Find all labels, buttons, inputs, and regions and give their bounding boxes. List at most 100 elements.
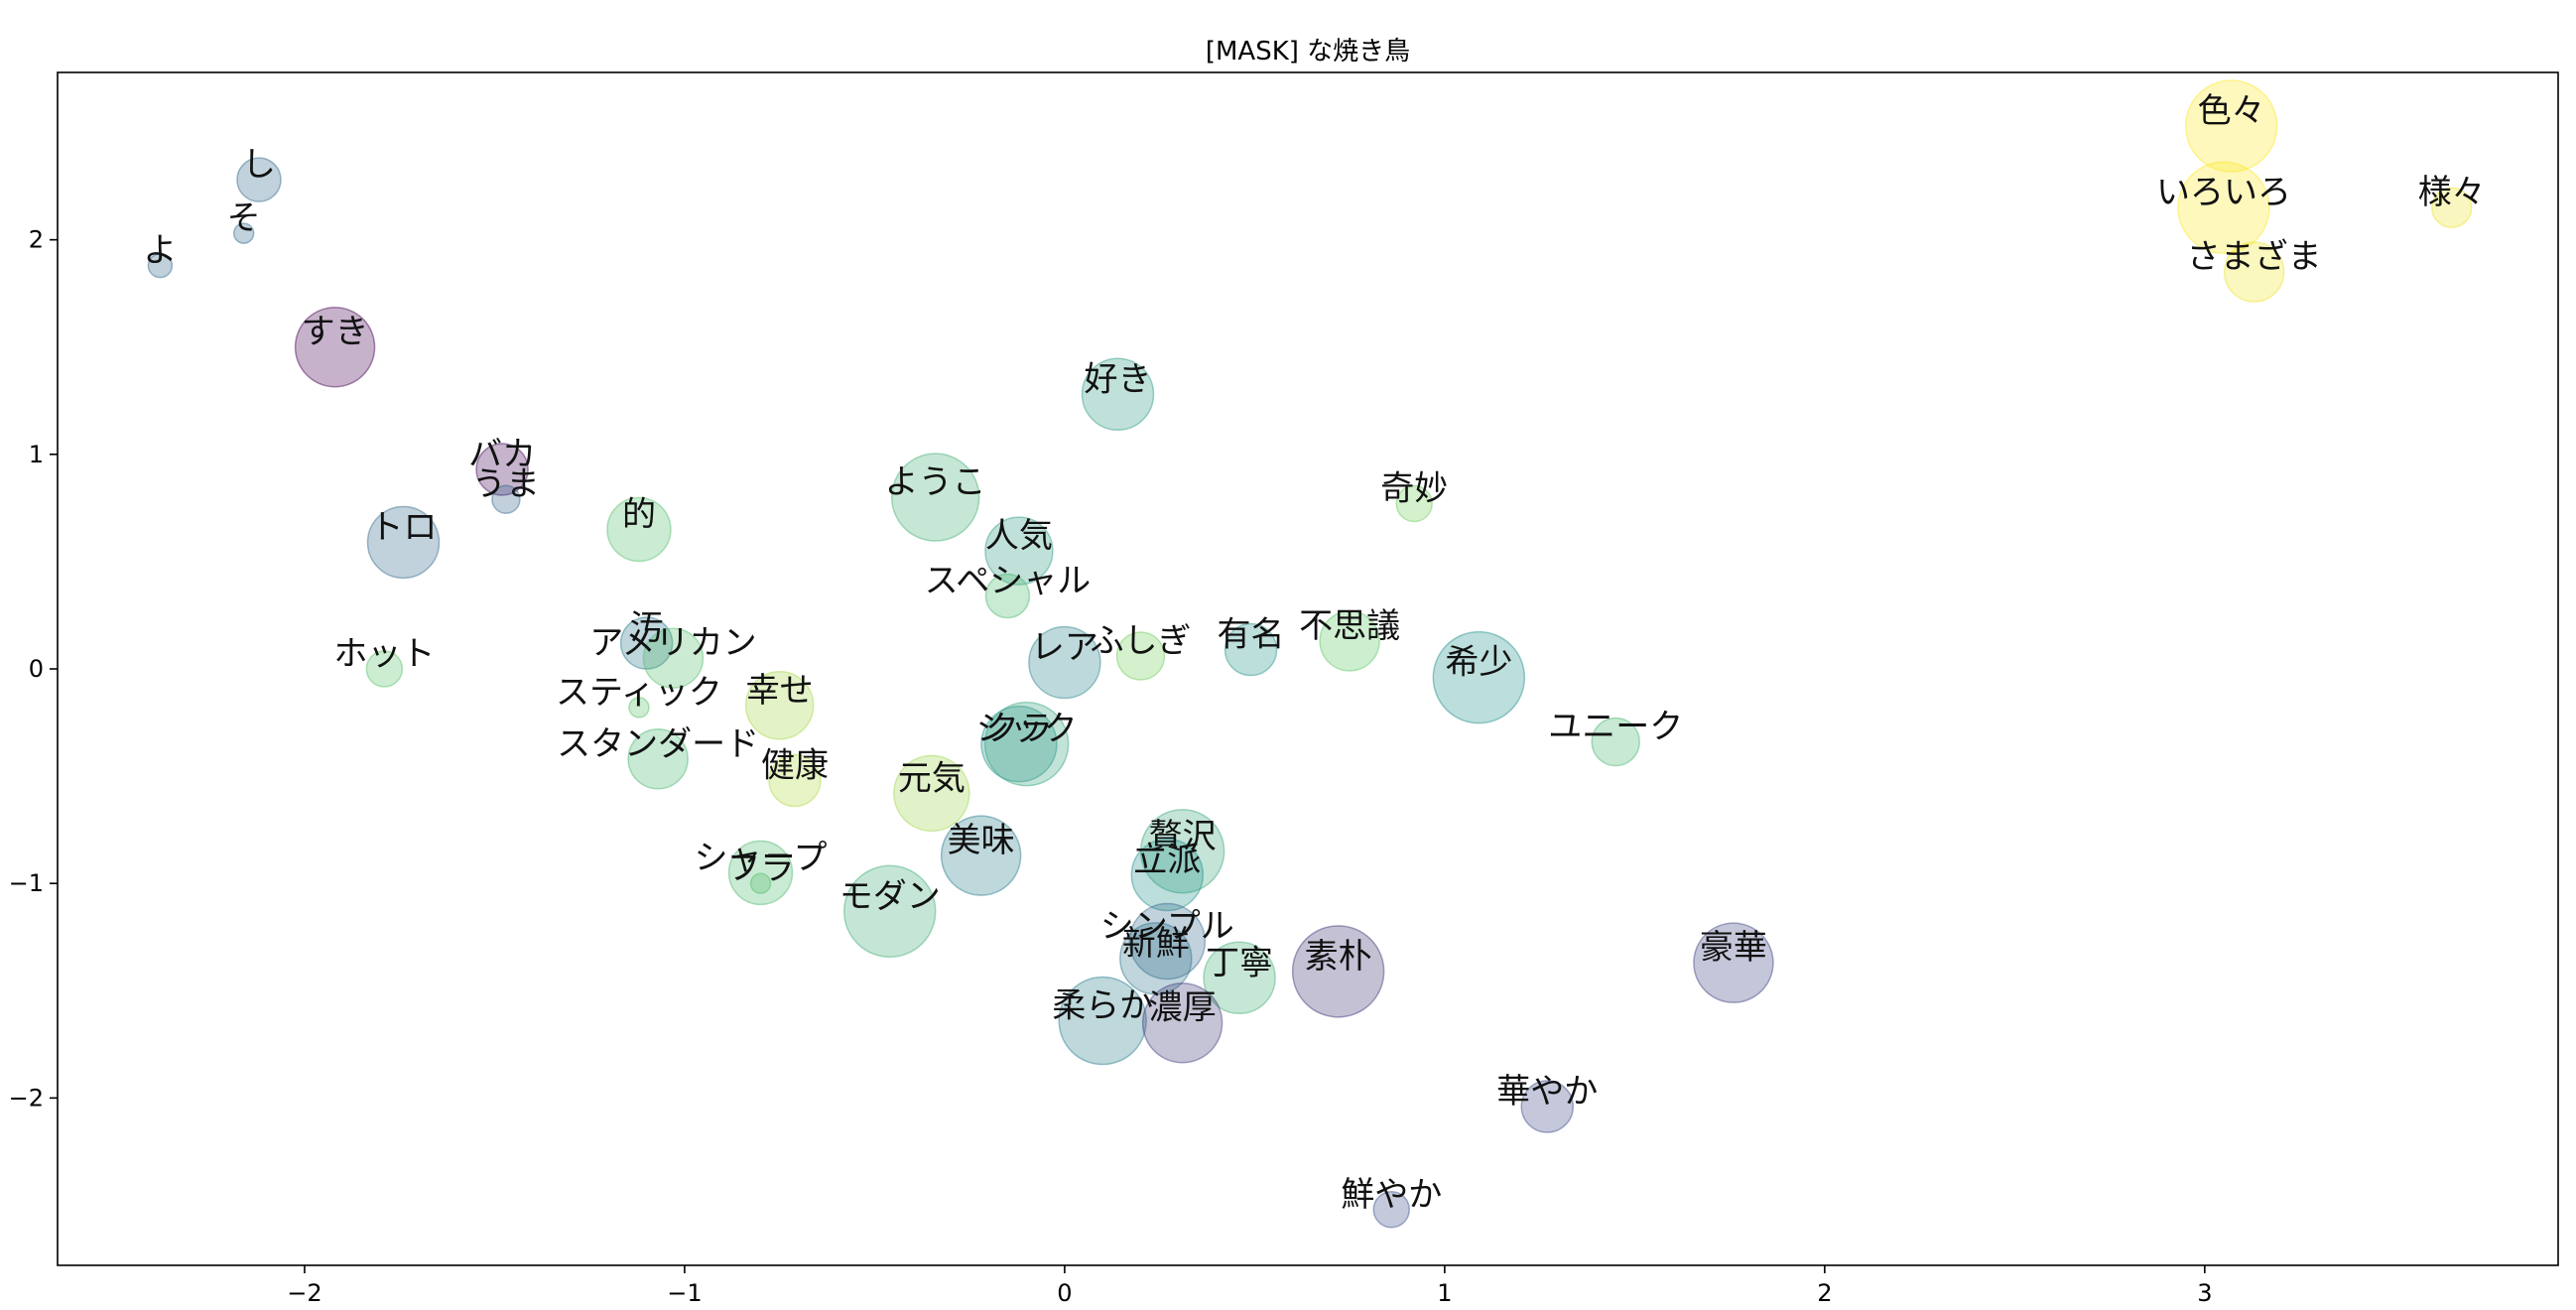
point-label: クラ [985,710,1053,749]
y-tick-label: −1 [9,869,44,897]
point-label: 健康 [761,745,829,785]
point-label: ようこ [885,462,986,502]
data-point [1081,357,1155,432]
x-tick-label: −2 [287,1279,322,1307]
point-label: 人気 [985,516,1053,556]
chart-title: [MASK] な焼き鳥 [1206,37,1410,66]
point-label: ホット [333,634,435,674]
data-point [1141,982,1224,1064]
point-label: よ [143,231,177,271]
point-label: トロ [370,507,438,547]
data-point [980,705,1058,783]
data-point [1291,925,1385,1018]
point-label: 柔らか [1052,986,1153,1026]
point-label: 丁寧 [1206,943,1273,982]
data-point [475,443,529,496]
x-tick-label: 1 [1437,1279,1452,1307]
data-point [642,627,705,689]
data-point [1224,622,1278,677]
data-point [749,872,772,894]
point-label: し [242,145,276,185]
data-point [628,697,650,719]
data-point [1319,610,1380,672]
data-point [1432,630,1526,724]
point-label: 立派 [1133,841,1201,880]
data-point [984,516,1054,586]
data-point [768,753,822,808]
point-label: 華やか [1496,1072,1598,1112]
point-label: 豪華 [1700,928,1767,968]
y-tick-label: 0 [29,655,44,683]
data-point [619,616,674,670]
data-point [842,864,937,959]
point-label: 濃厚 [1149,988,1217,1028]
data-point [236,157,282,202]
data-point [1115,631,1166,681]
data-point [365,650,404,688]
point-label: 汚 [630,608,664,648]
data-point [727,840,794,906]
point-label: 素朴 [1305,937,1372,977]
y-tick-label: 1 [29,441,44,468]
data-point [147,252,174,279]
y-tick-label: 2 [29,226,44,254]
data-point [1693,922,1774,1003]
data-point [744,671,815,740]
data-point [983,701,1070,787]
point-label: 鮮やか [1341,1175,1442,1215]
data-point [2177,161,2270,254]
point-label: 色々 [2198,91,2265,131]
data-point [627,728,689,790]
data-point [1128,902,1207,981]
data-point [232,222,255,244]
x-tick-label: 2 [1817,1279,1832,1307]
point-label: 希少 [1445,643,1512,683]
data-point [1591,717,1640,767]
point-label: さまざま [2187,237,2322,277]
point-label: シャープ [695,838,828,877]
point-label: 的 [622,494,656,534]
data-point [1139,809,1225,894]
data-point [2184,79,2278,173]
point-label: 好き [1085,359,1152,399]
point-label: そ [227,198,261,238]
data-point [2431,187,2473,228]
point-label: 奇妙 [1380,469,1448,509]
point-label: スタンダード [557,724,759,764]
point-label: すき [302,313,369,352]
data-point [940,815,1022,896]
point-label: いろいろ [2156,173,2291,212]
x-tick-label: −1 [667,1279,702,1307]
point-label: スティック [556,673,722,713]
point-label: スペシャル [925,561,1092,600]
point-label: 様々 [2418,173,2486,212]
point-label: 幸せ [746,671,814,711]
data-point [294,306,376,388]
data-point [1395,484,1433,523]
point-label: 美味 [948,821,1015,860]
point-label: 元気 [898,758,966,798]
point-label: 不思議 [1299,606,1400,646]
data-point [606,496,672,563]
x-tick-label: 0 [1057,1279,1072,1307]
point-label: フラ [727,849,795,888]
x-tick-label: 3 [2197,1279,2212,1307]
point-label: モダン [839,876,941,916]
data-point [893,754,970,833]
data-point [491,484,521,514]
point-label: シック [976,710,1078,749]
point-label: アメリカン [589,623,756,663]
data-point [366,505,441,580]
data-point [1058,976,1147,1066]
point-label: 贅沢 [1149,817,1217,856]
point-label: レア [1031,628,1098,668]
point-label: ふしぎ [1090,621,1191,661]
data-point [1130,838,1205,912]
data-point [890,453,980,542]
point-label: うま [472,464,540,504]
point-label: 有名 [1218,615,1285,655]
data-point [1119,922,1193,995]
data-point [1520,1080,1575,1133]
